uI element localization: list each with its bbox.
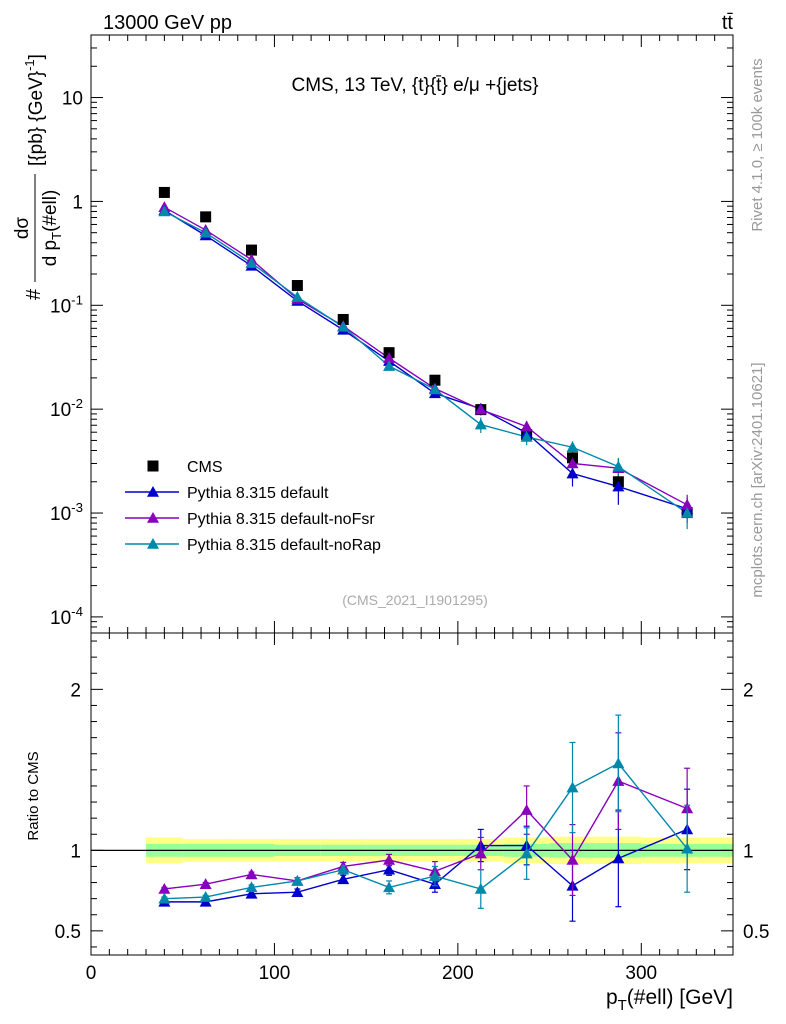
main-point-pythia-8-315-default-nofsr [681,498,694,510]
main-point-pythia-8-315-default-nofsr [474,403,487,415]
main-y-tick-label: 10 [62,89,83,110]
main-point-cms [246,244,257,256]
main-point-pythia-8-315-default-norap [428,383,441,395]
main-point-pythia-8-315-default-norap [337,320,350,332]
main-point-pythia-8-315-default-norap [245,257,258,268]
ratio-point-pythia-8-315-default [383,863,396,875]
rivet-version-label: Rivet 4.1.0, ≥ 100k events [749,58,766,231]
ratio-y-tick-label-right: 2 [743,680,754,701]
ratio-point-pythia-8-315-default-nofsr [158,882,171,894]
main-point-pythia-8-315-default-norap [681,507,694,518]
main-point-pythia-8-315-default-norap [520,430,533,442]
ratio-point-pythia-8-315-default [245,887,258,899]
main-point-pythia-8-315-default-norap [383,360,396,371]
main-y-tick-label: 10-3 [50,500,83,525]
ratio-point-pythia-8-315-default-norap [291,874,304,886]
main-y-tick-label: 1 [72,192,83,213]
svg-text:#: # [23,288,45,300]
main-point-pythia-8-315-default-norap [474,418,487,430]
main-point-pythia-8-315-default-norap [291,291,304,302]
ratio-point-pythia-8-315-default-nofsr [383,854,396,865]
main-point-pythia-8-315-default [566,467,579,479]
main-series-line-pythia-8-315-default-norap [164,210,688,514]
main-point-cms [200,211,212,223]
main-point-cms [158,186,170,198]
ratio-x-tick-label: 200 [442,963,474,984]
ratio-series-line-pythia-8-315-default-nofsr [164,780,688,890]
ratio-y-tick-label-left: 0.5 [55,922,81,943]
ratio-point-pythia-8-315-default-nofsr [566,854,579,865]
main-plot-title: CMS, 13 TeV, {t}{t̄} e/μ +{jets} [291,75,538,96]
main-point-pythia-8-315-default-nofsr [566,457,579,469]
ratio-point-pythia-8-315-default-nofsr [199,878,212,889]
svg-text:d pT(#ell): d pT(#ell) [40,190,64,267]
main-point-pythia-8-315-default-norap [566,441,579,453]
ratio-point-pythia-8-315-default [337,873,350,885]
ratio-y-axis-label: Ratio to CMS [25,751,42,840]
analysis-watermark: (CMS_2021_I1901295) [342,592,488,608]
svg-text:dσ: dσ [12,217,33,240]
main-point-pythia-8-315-default [612,480,625,492]
ratio-point-pythia-8-315-default-norap [337,863,350,875]
main-y-tick-label: 10-2 [50,396,83,421]
main-point-cms [337,313,349,325]
main-point-cms [429,374,441,386]
legend-label-cms: CMS [187,459,223,476]
legend-marker-cms [147,460,159,472]
ratio-point-pythia-8-315-default-norap [520,847,533,859]
main-point-pythia-8-315-default-norap [612,460,625,472]
legend-marker-pythia-8-315-default-nofsr [147,512,159,523]
legend-marker-pythia-8-315-default-norap [147,538,159,549]
x-axis-label: pT(#ell) [GeV] [606,986,733,1014]
ratio-point-pythia-8-315-default-norap [681,842,694,854]
legend-marker-pythia-8-315-default [147,486,159,497]
ratio-point-pythia-8-315-default-nofsr [520,804,533,815]
main-point-pythia-8-315-default-norap [158,205,171,217]
ratio-point-pythia-8-315-default-norap [566,781,579,793]
ratio-x-tick-label: 300 [625,963,657,984]
legend-label-pythia-8-315-default-norap: Pythia 8.315 default-noRap [187,537,381,554]
main-series-line-pythia-8-315-default [164,209,688,510]
main-y-tick-label: 10-1 [50,292,83,317]
ratio-point-pythia-8-315-default-norap [383,881,396,893]
main-point-pythia-8-315-default-norap [199,226,212,238]
main-point-pythia-8-315-default-nofsr [520,420,533,432]
ratio-y-tick-label-left: 2 [70,680,81,701]
ratio-point-pythia-8-315-default [612,852,625,864]
ratio-y-tick-label-right: 0.5 [743,922,769,943]
main-point-pythia-8-315-default-nofsr [383,352,396,363]
chart-dynamic-layer: 10 1 10-1 10-2 10-3 10-4 0 100 200 300 2 2 1 1 0.5 0.5 p… [12,34,769,1014]
ratio-point-pythia-8-315-default-norap [474,882,487,894]
ratio-point-pythia-8-315-default-norap [428,870,441,881]
mcplots-label: mcplots.cern.ch [arXiv:2401.10621] [749,362,766,597]
header-right-label: tt̄ [722,12,734,34]
ratio-point-pythia-8-315-default-norap [612,757,625,769]
ratio-plot-frame [90,632,734,956]
header-left-label: 13000 GeV pp [103,12,232,34]
ratio-point-pythia-8-315-default-nofsr [245,868,258,880]
legend-label-pythia-8-315-default-nofsr: Pythia 8.315 default-noFsr [187,511,375,528]
ratio-y-tick-label-right: 1 [743,841,754,862]
main-y-axis-label: # dσ d pT(#ell) [{pb} {GeV}-1] [12,54,64,300]
ratio-point-pythia-8-315-default-norap [245,881,258,893]
ratio-point-pythia-8-315-default [291,886,304,898]
main-y-tick-label: 10-4 [50,604,83,629]
ratio-x-tick-label: 0 [86,963,97,984]
ratio-x-tick-label: 100 [259,963,291,984]
svg-text:[{pb} {GeV}-1]: [{pb} {GeV}-1] [22,54,47,166]
ratio-point-pythia-8-315-default-nofsr [474,847,487,859]
main-point-cms [291,280,303,292]
ratio-series-line-pythia-8-315-default [164,828,688,903]
ratio-point-pythia-8-315-default-norap [158,892,171,904]
ratio-y-tick-label-left: 1 [70,841,81,862]
legend-label-pythia-8-315-default: Pythia 8.315 default [187,485,329,502]
ratio-point-pythia-8-315-default-norap [199,891,212,902]
ratio-series-line-pythia-8-315-default-norap [164,762,688,900]
main-series-line-pythia-8-315-default-nofsr [164,206,688,506]
